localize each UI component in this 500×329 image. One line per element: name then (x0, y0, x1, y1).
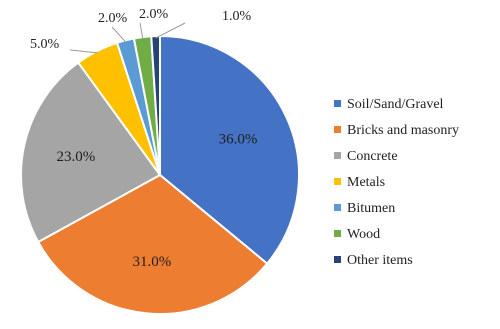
leader-line (155, 22, 186, 39)
slice-value-label: 36.0% (219, 131, 258, 147)
legend-label: Soil/Sand/Gravel (347, 97, 444, 112)
legend-swatch (334, 126, 341, 133)
legend-label: Bitumen (347, 201, 395, 216)
legend-label: Other items (347, 253, 413, 268)
slice-value-label: 23.0% (57, 149, 96, 165)
pie-slice-concrete (20, 61, 162, 244)
legend-swatch (334, 230, 341, 237)
leader-line (69, 49, 98, 54)
data-labels: 36.0% 31.0% 23.0% 5.0% 2.0% 2.0% 1.0% (30, 7, 257, 270)
legend-label: Bricks and masonry (347, 123, 459, 138)
pie-slices (20, 34, 300, 315)
legend-swatch (334, 256, 341, 263)
legend-label: Wood (347, 227, 380, 242)
leader-lines (69, 22, 186, 54)
legend: Soil/Sand/Gravel Bricks and masonry Concre… (334, 97, 459, 268)
legend-swatch (334, 204, 341, 211)
legend-label: Metals (347, 175, 385, 190)
pie-slice-soil-sand-gravel (159, 34, 300, 266)
legend-label: Concrete (347, 149, 398, 164)
legend-swatch (334, 100, 341, 107)
leader-line (139, 22, 144, 40)
slice-value-label: 5.0% (30, 37, 60, 52)
leader-line (111, 26, 127, 43)
slice-value-label: 1.0% (222, 9, 252, 24)
pie-slice-bricks-and-masonry (36, 173, 269, 315)
slice-value-label: 2.0% (139, 7, 169, 22)
legend-swatch (334, 178, 341, 185)
legend-swatch (334, 152, 341, 159)
slice-value-label: 31.0% (133, 254, 172, 270)
slice-value-label: 2.0% (98, 11, 128, 26)
